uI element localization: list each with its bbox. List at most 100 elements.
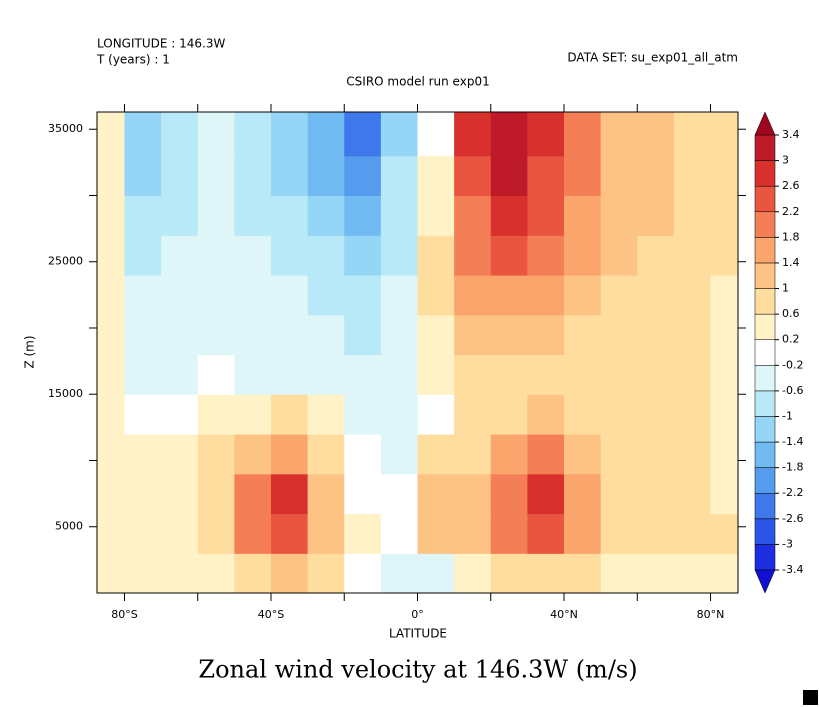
colorbar-label: -2.2 [782, 486, 803, 499]
contour-cell [344, 195, 382, 236]
contour-cell [417, 314, 455, 356]
contour-cell [600, 473, 638, 515]
contour-cell [161, 354, 199, 395]
contour-cell [307, 513, 345, 554]
contour-cell [637, 155, 675, 197]
contour-cell [270, 235, 309, 276]
contour-cell [710, 354, 738, 395]
contour-cell [270, 553, 309, 593]
contour-cell [97, 513, 126, 554]
contour-cell [380, 433, 419, 475]
contour-cell [124, 553, 162, 593]
contour-cell [454, 235, 492, 276]
contour-cell [197, 473, 235, 515]
colorbar-swatch [754, 313, 776, 340]
contour-cell [710, 433, 738, 475]
contour-cell [673, 553, 712, 593]
contour-cell [673, 513, 712, 554]
contour-cell [637, 553, 675, 593]
contour-cell [380, 112, 419, 157]
colorbar-swatch [754, 416, 776, 443]
contour-cell [124, 513, 162, 554]
contour-cell [417, 195, 455, 236]
contour-cell [417, 553, 455, 593]
contour-cell [454, 155, 492, 197]
contour-cell [600, 274, 638, 316]
contour-cell [564, 354, 602, 395]
contour-cell [600, 195, 638, 236]
contour-cell [417, 473, 455, 515]
contour-cell [234, 394, 272, 435]
contour-cell [454, 513, 492, 554]
contour-cell [454, 473, 492, 515]
contour-cell [234, 314, 272, 356]
contour-cell [490, 235, 528, 276]
contour-cell [600, 433, 638, 475]
contour-cell [637, 354, 675, 395]
contour-cell [161, 513, 199, 554]
colorbar-swatch [754, 492, 776, 520]
contour-cell [564, 195, 602, 236]
colorbar-swatch [754, 288, 776, 315]
contour-cell [270, 433, 309, 475]
contour-cell [197, 155, 235, 197]
contour-cell [234, 195, 272, 236]
y-tick-label: 25000 [48, 255, 83, 268]
colorbar-label: -1.4 [782, 435, 803, 448]
colorbar-label: -2.6 [782, 512, 803, 525]
contour-cell [234, 553, 272, 593]
contour-cell [270, 274, 309, 316]
contour-cell [124, 112, 162, 157]
contour-cell [564, 553, 602, 593]
contour-cell [234, 155, 272, 197]
contour-cell [564, 394, 602, 435]
contour-cell [454, 274, 492, 316]
contour-cell [710, 473, 738, 515]
contour-cell [197, 112, 235, 157]
contour-cell [490, 354, 528, 395]
contour-cell [564, 513, 602, 554]
contour-cell [637, 235, 675, 276]
contour-cell [97, 394, 126, 435]
contour-cell [344, 112, 382, 157]
contour-cell [161, 314, 199, 356]
contour-cell [454, 433, 492, 475]
x-tick-label: 80°S [111, 608, 137, 621]
contour-cell [417, 354, 455, 395]
contour-cell [124, 394, 162, 435]
contour-cell [600, 314, 638, 356]
colorbar-label: 3 [782, 154, 789, 167]
contour-cell [234, 473, 272, 515]
contour-cell [124, 473, 162, 515]
contour-cell [710, 235, 738, 276]
contour-cell [637, 473, 675, 515]
colorbar-swatch [754, 467, 776, 494]
contour-cell [344, 354, 382, 395]
contour-cell [673, 195, 712, 236]
contour-cell [527, 433, 565, 475]
contour-cell [564, 274, 602, 316]
contour-cell [161, 394, 199, 435]
colorbar-swatch [754, 365, 776, 392]
colorbar-label: -0.6 [782, 384, 803, 397]
contour-cell [161, 195, 199, 236]
contour-cell [637, 112, 675, 157]
contour-cell [344, 274, 382, 316]
contour-cell [454, 354, 492, 395]
contour-cell [673, 433, 712, 475]
colorbar-swatch [754, 185, 776, 213]
contour-cell [527, 235, 565, 276]
contour-cell [380, 394, 419, 435]
contour-cell [197, 354, 235, 395]
contour-cell [637, 314, 675, 356]
contour-cell [673, 314, 712, 356]
contour-cell [490, 433, 528, 475]
contour-cell [197, 235, 235, 276]
contour-cell [161, 112, 199, 157]
contour-cell [710, 195, 738, 236]
colorbar-label: 2.2 [782, 205, 800, 218]
contour-cell [637, 513, 675, 554]
colorbar-swatch [754, 160, 776, 187]
y-tick-label: 5000 [55, 520, 83, 533]
